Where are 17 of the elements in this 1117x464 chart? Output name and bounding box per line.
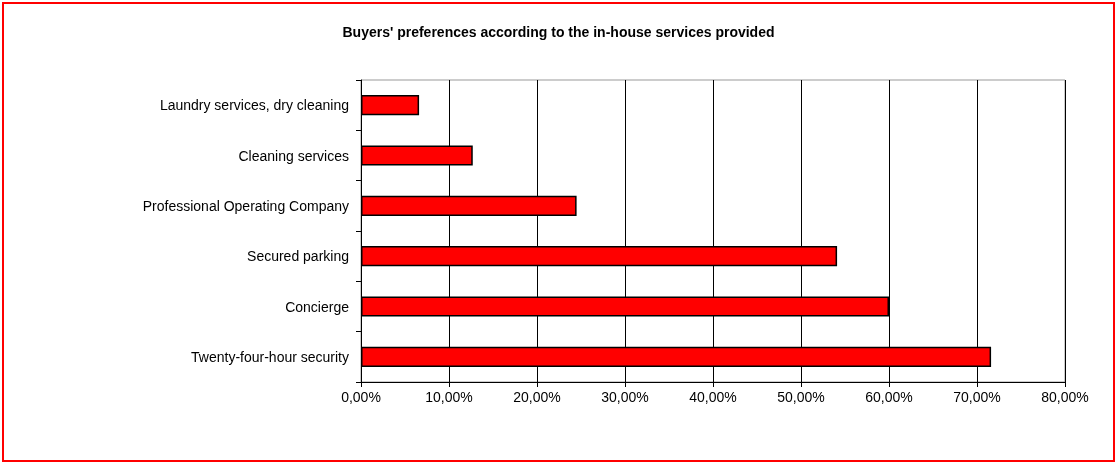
- x-tick-label: 30,00%: [601, 389, 649, 405]
- x-tick-label: 60,00%: [865, 389, 913, 405]
- x-tick-label: 70,00%: [953, 389, 1001, 405]
- y-tick-label: Concierge: [285, 298, 350, 315]
- x-tick-label: 80,00%: [1041, 389, 1089, 405]
- x-tick-label: 20,00%: [513, 389, 561, 405]
- x-tick-label: 40,00%: [689, 389, 737, 405]
- chart-title: Buyers' preferences according to the in-house services provided: [342, 24, 775, 40]
- x-tick-label: 50,00%: [777, 389, 825, 405]
- y-tick-label: Secured parking: [247, 248, 349, 265]
- x-tick-label: 10,00%: [425, 389, 473, 405]
- x-tick-label: 0,00%: [341, 389, 381, 405]
- y-tick-label: Laundry services, dry cleaning: [159, 97, 349, 114]
- y-tick-label: Cleaning services: [238, 147, 349, 164]
- y-tick-label: Professional Operating Company: [142, 197, 349, 214]
- y-tick-label: Twenty-four-hour security: [191, 348, 349, 365]
- bar: [361, 95, 420, 116]
